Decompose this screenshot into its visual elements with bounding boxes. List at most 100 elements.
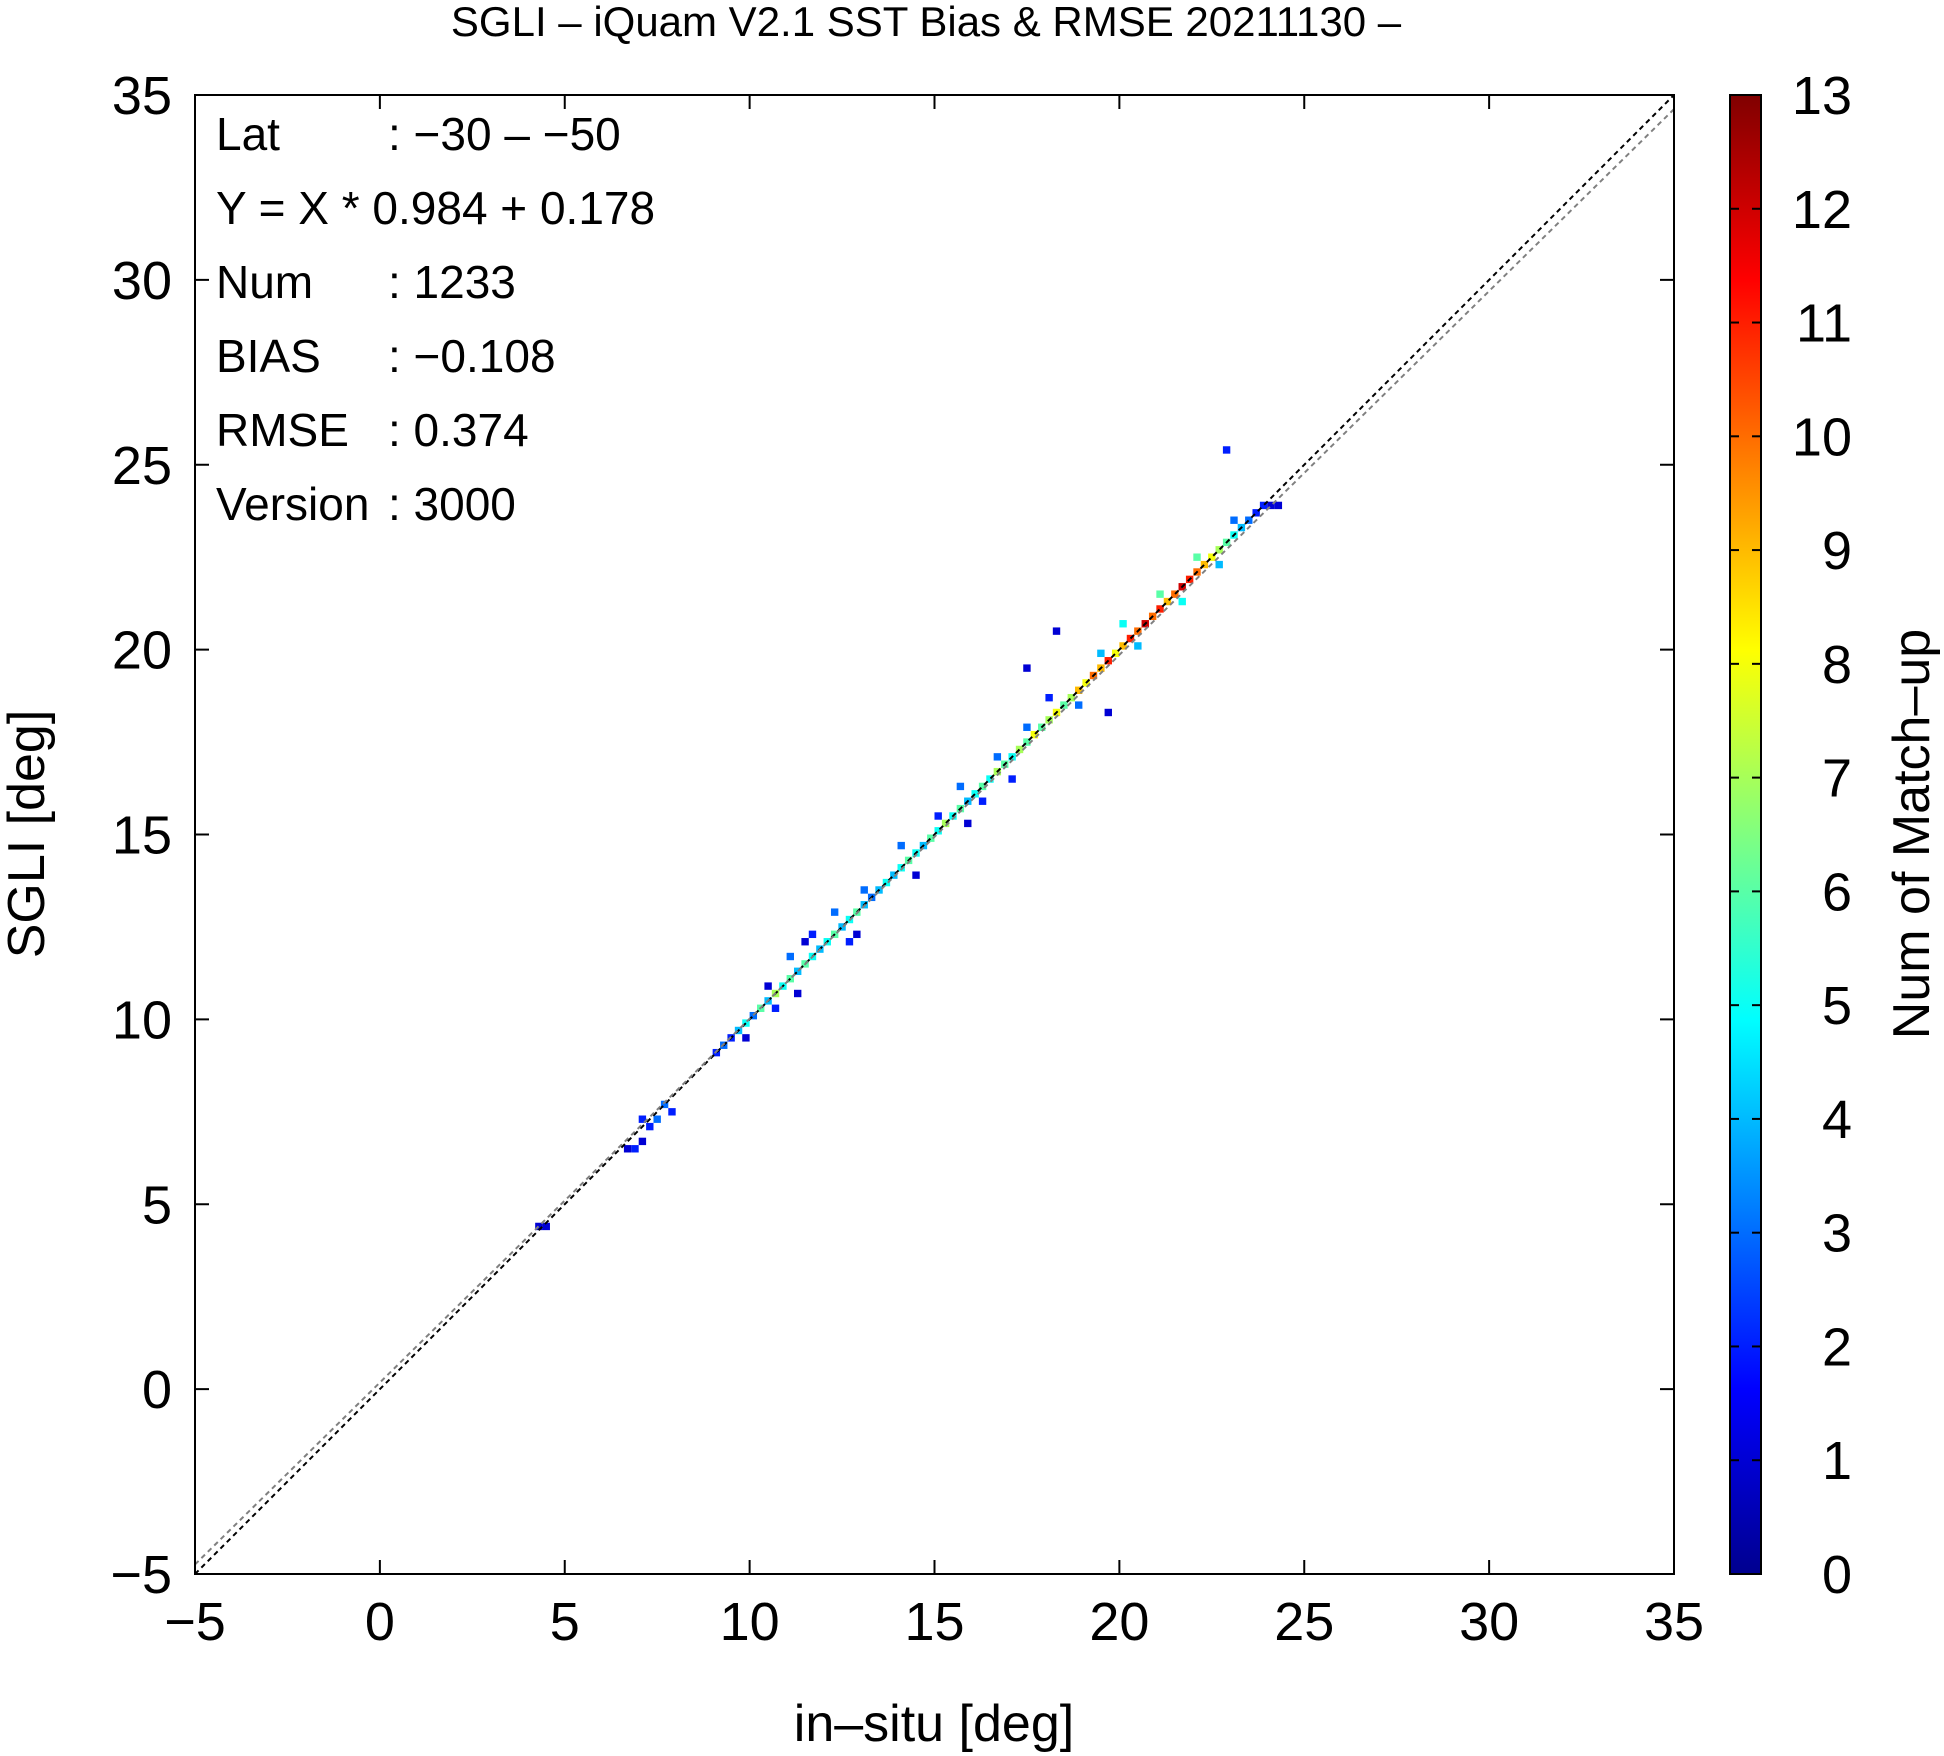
y-tick-label: 15 bbox=[112, 806, 172, 866]
heatmap-cell bbox=[1119, 620, 1127, 628]
heatmap-cell bbox=[742, 1019, 750, 1027]
stat-value: : 3000 bbox=[388, 478, 516, 530]
colorbar-tick-label: 6 bbox=[1822, 862, 1852, 922]
y-tick-label: −5 bbox=[110, 1545, 172, 1605]
heatmap-cell bbox=[1104, 708, 1112, 717]
y-tick-label: 35 bbox=[112, 66, 172, 126]
heatmap-cell bbox=[897, 841, 905, 850]
colorbar-tick-label: 1 bbox=[1822, 1431, 1852, 1491]
stat-value: : 0.374 bbox=[388, 404, 529, 456]
colorbar-label: Num of Match–up bbox=[1883, 629, 1941, 1039]
x-tick-label: 30 bbox=[1459, 1592, 1519, 1652]
heatmap-cell bbox=[1267, 501, 1275, 510]
heatmap-cell bbox=[1097, 649, 1105, 658]
x-tick-label: 25 bbox=[1274, 1592, 1334, 1652]
heatmap-cell bbox=[860, 886, 868, 894]
heatmap-cell bbox=[964, 819, 972, 828]
y-tick-label: 0 bbox=[142, 1360, 172, 1420]
heatmap-cell bbox=[1023, 664, 1031, 672]
heatmap-cell bbox=[1067, 693, 1076, 702]
heatmap-cell bbox=[793, 967, 802, 976]
heatmap-cell bbox=[838, 923, 846, 931]
heatmap-cell bbox=[1015, 745, 1024, 754]
x-tick-label: 15 bbox=[904, 1592, 964, 1652]
x-tick-label: 10 bbox=[720, 1592, 780, 1652]
heatmap-cell bbox=[1193, 553, 1201, 561]
heatmap-cell bbox=[1252, 509, 1260, 517]
stat-key: RMSE bbox=[216, 404, 349, 456]
heatmap-cell bbox=[646, 1122, 654, 1131]
heatmap-cell bbox=[912, 871, 920, 879]
stats-box: Lat : −30 – −50 Y = X * 0.984 + 0.178 Num : … bbox=[216, 108, 655, 530]
colorbar-tick-label: 12 bbox=[1792, 180, 1852, 240]
colorbar-tick-label: 9 bbox=[1822, 521, 1852, 581]
stat-key: Num bbox=[216, 256, 313, 308]
x-tick-label: 20 bbox=[1089, 1592, 1149, 1652]
x-tick-label: 35 bbox=[1644, 1592, 1704, 1652]
stat-value: : −30 – −50 bbox=[388, 108, 621, 160]
heatmap-cell bbox=[830, 908, 839, 916]
y-tick-label: 30 bbox=[112, 251, 172, 311]
heatmap-cell bbox=[742, 1034, 750, 1042]
heatmap-cell bbox=[808, 930, 817, 939]
heatmap-cell bbox=[934, 812, 942, 820]
heatmap-cell bbox=[623, 1145, 632, 1153]
stat-key: Lat bbox=[216, 108, 280, 160]
heatmap-cell bbox=[1052, 627, 1061, 635]
y-tick-label: 25 bbox=[112, 436, 172, 496]
heatmap-cell bbox=[1259, 501, 1268, 510]
heatmap-cell bbox=[890, 871, 898, 879]
heatmap-cell bbox=[668, 1108, 676, 1116]
reference-lines bbox=[194, 94, 1675, 1575]
heatmap-cell bbox=[1045, 693, 1053, 702]
colorbar-tick-label: 0 bbox=[1822, 1545, 1852, 1605]
x-tick-label: 0 bbox=[365, 1592, 395, 1652]
heatmap-cell bbox=[934, 827, 942, 835]
x-axis-label: in–situ [deg] bbox=[794, 1695, 1074, 1753]
heatmap-cell bbox=[1215, 546, 1223, 554]
heatmap-cell bbox=[749, 1011, 758, 1020]
heatmap-cells bbox=[535, 446, 1283, 1231]
heatmap-cell bbox=[764, 982, 772, 990]
colorbar-tick-label: 7 bbox=[1822, 749, 1852, 809]
heatmap-cell bbox=[897, 864, 905, 872]
heatmap-cell bbox=[1215, 560, 1223, 569]
colorbar-tick-label: 5 bbox=[1822, 976, 1852, 1036]
regression-line bbox=[194, 108, 1675, 1566]
colorbar-tick-label: 2 bbox=[1822, 1317, 1852, 1377]
heatmap-cell bbox=[535, 1222, 543, 1231]
heatmap-cell bbox=[971, 790, 979, 798]
chart-title: SGLI – iQuam V2.1 SST Bias & RMSE 202111… bbox=[451, 0, 1402, 45]
heatmap-cell bbox=[1119, 642, 1127, 650]
heatmap-cell bbox=[1134, 642, 1142, 650]
heatmap-cell bbox=[993, 753, 1002, 761]
x-tick-label: 5 bbox=[550, 1592, 580, 1652]
y-tick-label: 20 bbox=[112, 621, 172, 681]
heatmap-cell bbox=[986, 775, 994, 783]
heatmap-cell bbox=[1208, 553, 1216, 561]
heatmap-cell bbox=[1075, 701, 1083, 709]
colorbar-tick-label: 3 bbox=[1822, 1204, 1852, 1264]
heatmap-cell bbox=[771, 1004, 780, 1012]
y-tick-label: 5 bbox=[142, 1175, 172, 1235]
heatmap-cell bbox=[793, 989, 802, 998]
heatmap-cell bbox=[956, 782, 965, 791]
heatmap-cell bbox=[978, 782, 987, 791]
heatmap-cell bbox=[1030, 730, 1039, 739]
heatmap-cell bbox=[1156, 590, 1164, 598]
stat-key: BIAS bbox=[216, 330, 321, 382]
heatmap-cell bbox=[853, 930, 861, 939]
heatmap-cell bbox=[927, 834, 935, 842]
colorbar-tick-label: 13 bbox=[1792, 66, 1852, 126]
heatmap-cell bbox=[660, 1100, 669, 1109]
heatmap-cell bbox=[882, 878, 891, 887]
heatmap-cell bbox=[1111, 649, 1120, 658]
heatmap-cell bbox=[1171, 590, 1179, 598]
heatmap-cell bbox=[1200, 560, 1209, 569]
one-to-one-line bbox=[194, 94, 1675, 1575]
stat-key: Version bbox=[216, 478, 369, 530]
heatmap-cell bbox=[1126, 634, 1135, 643]
heatmap-cell bbox=[1163, 597, 1172, 606]
stat-key: Y = X * 0.984 + 0.178 bbox=[216, 182, 655, 234]
